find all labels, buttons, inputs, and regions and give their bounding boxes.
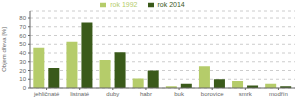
svg-text:70: 70 — [19, 24, 26, 30]
svg-text:duby: duby — [106, 91, 119, 97]
svg-text:jehličnaté: jehličnaté — [33, 91, 60, 97]
svg-text:30: 30 — [19, 59, 26, 65]
svg-text:80: 80 — [19, 15, 26, 21]
svg-text:40: 40 — [19, 50, 26, 56]
svg-text:0: 0 — [23, 85, 27, 91]
svg-text:10: 10 — [19, 76, 26, 82]
svg-text:Objem dřeva [%]: Objem dřeva [%] — [1, 27, 7, 72]
svg-text:50: 50 — [19, 41, 26, 47]
svg-text:smrk: smrk — [239, 91, 253, 97]
svg-text:20: 20 — [19, 68, 26, 74]
svg-text:habr: habr — [140, 91, 152, 97]
svg-text:modřín: modřín — [269, 91, 288, 97]
html-text:rok 2014: rok 2014 — [157, 1, 185, 8]
html-text:rok 1992: rok 1992 — [110, 1, 138, 8]
svg-text:buk: buk — [174, 91, 185, 97]
svg-text:60: 60 — [19, 33, 26, 39]
svg-text:borovice: borovice — [201, 91, 224, 97]
svg-text:listnaté: listnaté — [70, 91, 90, 97]
